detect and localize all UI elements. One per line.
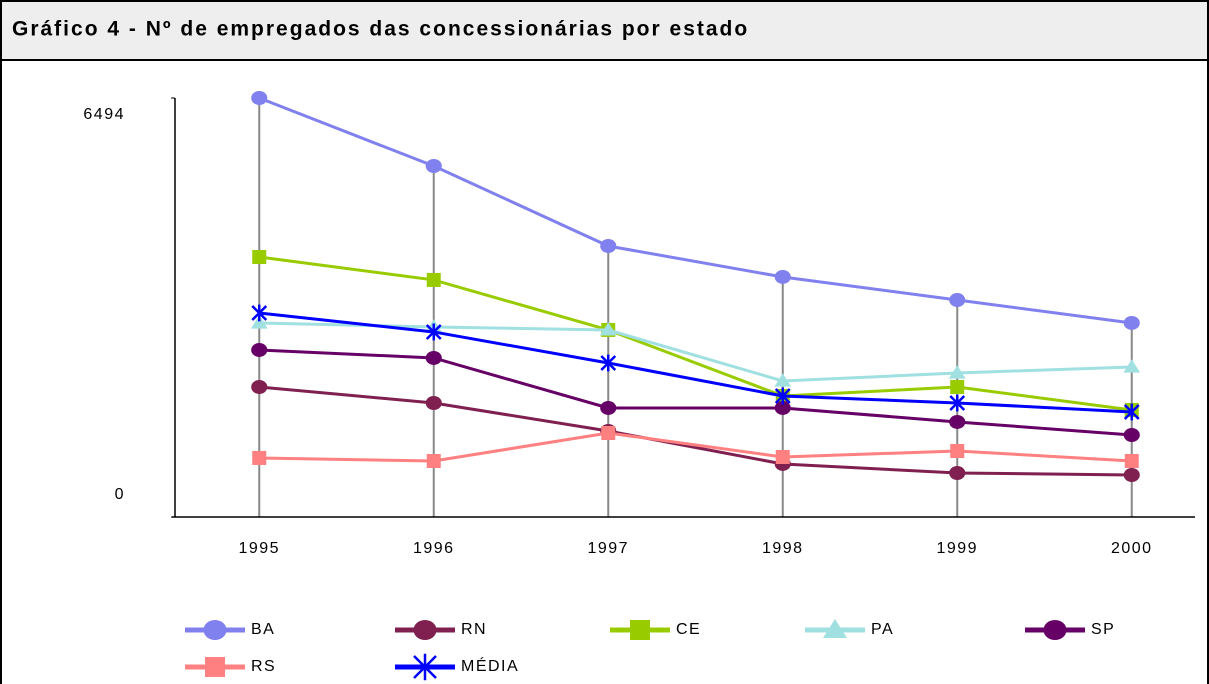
marker bbox=[251, 91, 268, 105]
x-tick-label: 2000 bbox=[1111, 540, 1153, 557]
series-line bbox=[258, 96, 1132, 325]
marker bbox=[1123, 467, 1140, 482]
series-line bbox=[259, 311, 1132, 414]
marker bbox=[426, 453, 441, 468]
x-tick-label: 1997 bbox=[587, 540, 629, 557]
marker bbox=[600, 239, 617, 254]
x-tick-label: 1999 bbox=[936, 540, 978, 557]
legend-label: RN bbox=[461, 621, 487, 638]
series-line bbox=[259, 385, 1132, 477]
marker bbox=[250, 315, 268, 329]
marker bbox=[425, 395, 442, 410]
marker bbox=[600, 354, 617, 372]
x-tick-label: 1998 bbox=[762, 540, 804, 557]
legend-label: CE bbox=[676, 621, 701, 638]
marker bbox=[425, 350, 442, 365]
marker bbox=[950, 379, 965, 394]
marker bbox=[774, 387, 791, 405]
series-line bbox=[259, 255, 1132, 412]
legend-label: SP bbox=[1091, 621, 1115, 638]
marker bbox=[1043, 620, 1067, 640]
series-line bbox=[259, 348, 1132, 437]
marker bbox=[203, 620, 227, 640]
legend-label: BA bbox=[251, 621, 275, 638]
marker bbox=[413, 653, 437, 681]
x-tick-label: 1995 bbox=[238, 540, 280, 557]
marker bbox=[425, 159, 442, 174]
legend-label: MÉDIA bbox=[461, 656, 519, 675]
marker bbox=[252, 249, 267, 264]
marker bbox=[1123, 427, 1140, 442]
marker bbox=[1124, 453, 1139, 468]
marker bbox=[775, 449, 790, 464]
marker bbox=[949, 465, 966, 480]
marker bbox=[949, 414, 966, 429]
x-tick-label: 1996 bbox=[413, 540, 455, 557]
marker bbox=[949, 293, 966, 308]
marker bbox=[251, 379, 268, 394]
marker bbox=[774, 400, 791, 415]
marker bbox=[949, 394, 966, 412]
legend-label: RS bbox=[251, 658, 276, 675]
y-tick-label: 6494 bbox=[83, 106, 125, 123]
marker bbox=[251, 304, 268, 322]
chart-title: Gráfico 4 - Nº de empregados das concess… bbox=[12, 18, 749, 41]
marker bbox=[630, 620, 650, 640]
marker bbox=[251, 342, 268, 357]
legend-label: PA bbox=[871, 621, 894, 638]
title-bar bbox=[0, 0, 1209, 61]
marker bbox=[601, 425, 616, 440]
marker bbox=[599, 322, 617, 336]
marker bbox=[948, 365, 966, 379]
series-line bbox=[259, 431, 1132, 463]
marker bbox=[1123, 315, 1140, 330]
marker bbox=[1123, 359, 1141, 373]
marker bbox=[252, 450, 267, 465]
marker bbox=[600, 400, 617, 415]
marker bbox=[950, 443, 965, 458]
marker bbox=[1123, 403, 1140, 421]
marker bbox=[426, 272, 441, 287]
marker bbox=[425, 323, 442, 341]
y-tick-label: 0 bbox=[115, 486, 125, 503]
marker bbox=[205, 657, 225, 677]
marker bbox=[774, 269, 791, 284]
series-line bbox=[259, 321, 1132, 383]
marker bbox=[774, 373, 792, 387]
marker bbox=[823, 619, 847, 638]
marker bbox=[413, 620, 437, 640]
